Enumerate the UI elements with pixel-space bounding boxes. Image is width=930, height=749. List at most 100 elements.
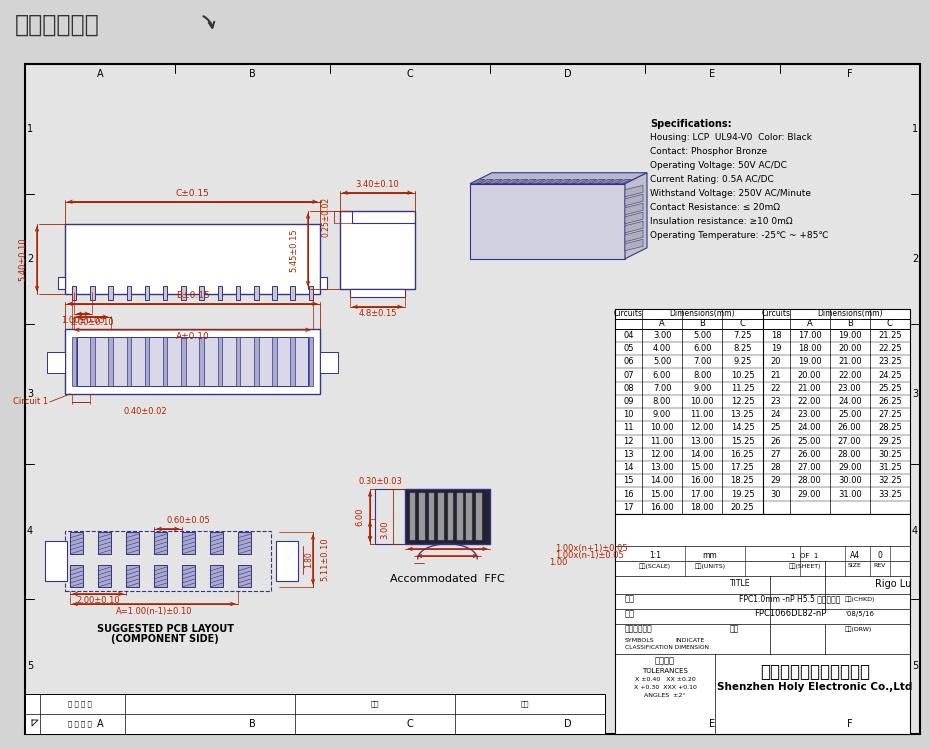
Text: 06: 06 xyxy=(623,357,634,366)
Bar xyxy=(457,493,462,540)
Text: 1  OF  1: 1 OF 1 xyxy=(791,553,818,559)
Text: 5.45±0.15: 5.45±0.15 xyxy=(289,228,299,272)
Bar xyxy=(320,277,327,289)
Text: 31.25: 31.25 xyxy=(878,463,902,472)
Text: 32.25: 32.25 xyxy=(878,476,902,485)
Text: 30.00: 30.00 xyxy=(838,476,861,485)
Text: 26.25: 26.25 xyxy=(878,397,902,406)
Bar xyxy=(163,337,167,386)
Bar xyxy=(182,532,195,554)
Text: 5.11±0.10: 5.11±0.10 xyxy=(321,538,329,581)
Bar xyxy=(98,532,111,554)
Text: F: F xyxy=(847,719,853,729)
Text: SIZE: SIZE xyxy=(848,563,862,568)
Text: 4: 4 xyxy=(912,527,918,536)
Text: 10.00: 10.00 xyxy=(690,397,714,406)
Text: 7.25: 7.25 xyxy=(733,331,751,340)
Text: 4: 4 xyxy=(27,527,33,536)
Text: 1.00±0.05: 1.00±0.05 xyxy=(61,316,105,325)
Text: 0.25±0.02: 0.25±0.02 xyxy=(322,197,330,237)
Text: 6.00: 6.00 xyxy=(693,344,711,353)
Text: 08: 08 xyxy=(623,383,634,392)
Text: 11: 11 xyxy=(623,423,633,432)
Text: Dimensions(mm): Dimensions(mm) xyxy=(670,309,735,318)
Text: 7.00: 7.00 xyxy=(693,357,711,366)
Bar xyxy=(108,286,113,300)
Bar xyxy=(236,286,240,300)
Text: 07: 07 xyxy=(623,371,634,380)
Text: 审核(CHKD): 审核(CHKD) xyxy=(845,596,875,601)
Text: C: C xyxy=(739,319,745,328)
Text: 9.00: 9.00 xyxy=(693,383,711,392)
Text: 8.00: 8.00 xyxy=(653,397,671,406)
Text: 15.00: 15.00 xyxy=(650,490,674,499)
Text: 2: 2 xyxy=(27,254,33,264)
Text: 张数(SHEET): 张数(SHEET) xyxy=(789,563,821,568)
Text: INDICATE: INDICATE xyxy=(675,638,704,643)
Text: 24.00: 24.00 xyxy=(838,397,861,406)
Text: 1: 1 xyxy=(912,124,918,134)
Text: 26.00: 26.00 xyxy=(798,450,821,459)
Text: 在线图纸下载: 在线图纸下载 xyxy=(15,13,100,37)
Text: 比例(SCALE): 比例(SCALE) xyxy=(639,563,671,568)
Text: REV: REV xyxy=(874,563,886,568)
Text: 深圳市宏利电子有限公司: 深圳市宏利电子有限公司 xyxy=(760,663,870,681)
Text: C: C xyxy=(406,69,413,79)
Text: 6.00: 6.00 xyxy=(355,507,365,526)
Bar xyxy=(238,565,251,587)
Polygon shape xyxy=(582,179,597,184)
Text: FPC1.0mm -nP H5.5 单面接正位: FPC1.0mm -nP H5.5 单面接正位 xyxy=(739,595,841,604)
Text: 28: 28 xyxy=(771,463,781,472)
Text: 5.00: 5.00 xyxy=(653,357,671,366)
Text: 28.00: 28.00 xyxy=(798,476,821,485)
Text: Circuits: Circuits xyxy=(614,309,643,318)
Text: '08/5/16: '08/5/16 xyxy=(845,611,874,617)
Text: 11.00: 11.00 xyxy=(690,410,714,419)
Text: 3: 3 xyxy=(27,389,33,398)
Text: 4.00: 4.00 xyxy=(653,344,671,353)
Bar xyxy=(218,286,222,300)
Text: 15: 15 xyxy=(623,476,633,485)
Bar xyxy=(290,337,295,386)
Text: F: F xyxy=(847,69,853,79)
Bar xyxy=(126,337,131,386)
Text: Housing: LCP  UL94-V0  Color: Black: Housing: LCP UL94-V0 Color: Black xyxy=(650,133,812,142)
Bar xyxy=(340,210,415,289)
Text: 21.25: 21.25 xyxy=(878,331,902,340)
Text: 17: 17 xyxy=(623,503,634,512)
Text: 1.00x(n+1)±0.05: 1.00x(n+1)±0.05 xyxy=(555,545,628,554)
Bar xyxy=(58,277,65,289)
Text: 11.25: 11.25 xyxy=(731,383,754,392)
Bar xyxy=(126,286,131,300)
Text: 24.00: 24.00 xyxy=(798,423,821,432)
Text: Operating Temperature: -25℃ ~ +85℃: Operating Temperature: -25℃ ~ +85℃ xyxy=(650,231,829,240)
Bar xyxy=(466,493,472,540)
Text: Current Rating: 0.5A AC/DC: Current Rating: 0.5A AC/DC xyxy=(650,175,774,184)
Text: 2.00±0.10: 2.00±0.10 xyxy=(76,596,120,605)
Text: 23.00: 23.00 xyxy=(798,410,821,419)
Polygon shape xyxy=(599,179,614,184)
Polygon shape xyxy=(479,179,494,184)
Text: 22.25: 22.25 xyxy=(878,344,902,353)
Bar xyxy=(438,493,444,540)
Text: 9.25: 9.25 xyxy=(733,357,751,366)
Text: 17.00: 17.00 xyxy=(798,331,821,340)
Bar xyxy=(108,337,113,386)
Polygon shape xyxy=(548,179,563,184)
Text: 1.00x(n-1)±0.05: 1.00x(n-1)±0.05 xyxy=(555,551,624,560)
Polygon shape xyxy=(625,221,643,233)
Text: A: A xyxy=(806,319,813,328)
Text: 6.00: 6.00 xyxy=(653,371,671,380)
Bar xyxy=(309,286,313,300)
Text: 20.00: 20.00 xyxy=(798,371,821,380)
Text: 28.25: 28.25 xyxy=(878,423,902,432)
Text: 审 核 批 准: 审 核 批 准 xyxy=(68,700,92,707)
Text: E: E xyxy=(710,719,715,729)
Polygon shape xyxy=(556,179,571,184)
Text: 28.00: 28.00 xyxy=(838,450,861,459)
Text: 23.25: 23.25 xyxy=(878,357,902,366)
Text: 0.60±0.05: 0.60±0.05 xyxy=(166,516,210,525)
Bar xyxy=(65,224,320,294)
Bar xyxy=(210,532,223,554)
Text: 一般公差: 一般公差 xyxy=(655,656,675,665)
